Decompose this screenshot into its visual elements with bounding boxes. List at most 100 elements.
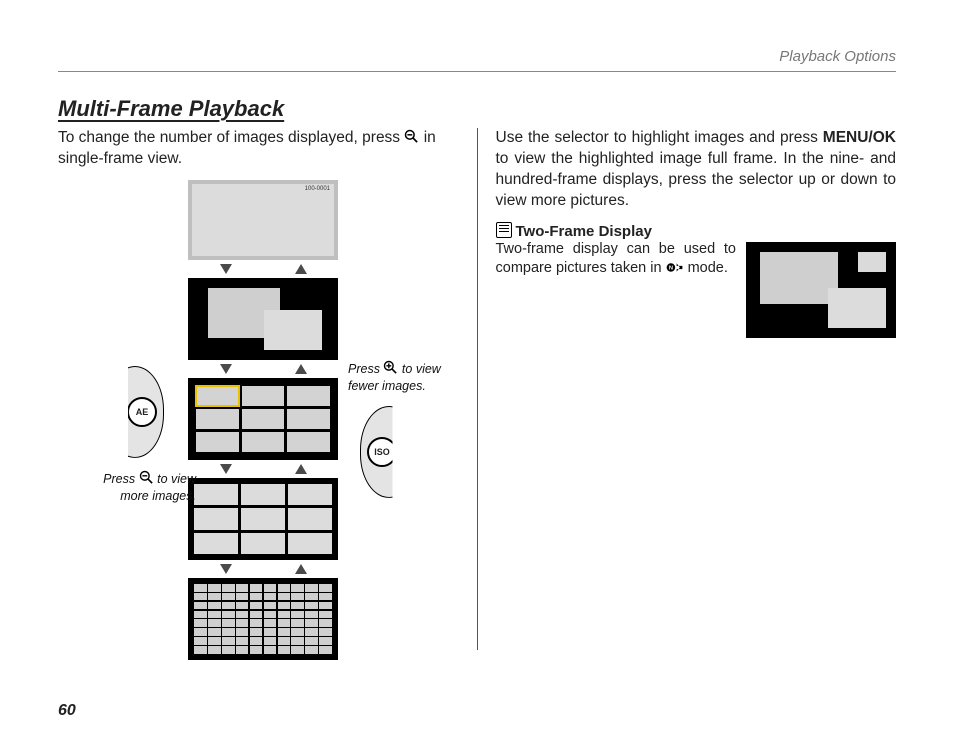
nine-frame-panel-alt [188, 478, 338, 560]
thumb [241, 508, 285, 529]
thumb [208, 637, 221, 645]
selector-text-b: to view the highlighted image full frame… [496, 150, 897, 209]
arrow-up-icon [295, 264, 307, 274]
thumb [194, 602, 207, 610]
thumb [278, 611, 291, 619]
zoom-out-icon [404, 129, 419, 144]
thumb [242, 432, 285, 452]
arrow-down-icon [220, 264, 232, 274]
hundred-frame-panel [188, 578, 338, 660]
thumb [222, 637, 235, 645]
arrow-row-4 [188, 560, 338, 578]
thumb [250, 628, 263, 636]
thumb [287, 432, 330, 452]
thumb [278, 637, 291, 645]
thumb [278, 628, 291, 636]
thumb [264, 628, 277, 636]
thumb [208, 593, 221, 601]
thumb [305, 637, 318, 645]
nine-frame-panel [188, 378, 338, 460]
thumb [250, 646, 263, 654]
thumb [291, 646, 304, 654]
thumb [194, 533, 238, 554]
thumb [222, 602, 235, 610]
thumb [264, 646, 277, 654]
thumb [319, 593, 332, 601]
thumb [264, 310, 322, 350]
arrow-row-2 [188, 360, 338, 378]
thumb [291, 628, 304, 636]
arrow-down-icon [220, 464, 232, 474]
arrow-up-icon [295, 464, 307, 474]
thumb [236, 593, 249, 601]
thumb [236, 619, 249, 627]
thumb [288, 508, 332, 529]
thumb [319, 646, 332, 654]
zoom-in-button-illustration: ISO [360, 406, 418, 498]
thumb [760, 252, 838, 304]
thumb [236, 628, 249, 636]
thumb [236, 602, 249, 610]
thumb [278, 646, 291, 654]
two-frame-note: Two-Frame Display Two-frame display can … [496, 222, 897, 279]
thumb [236, 611, 249, 619]
thumb [194, 593, 207, 601]
thumb [264, 593, 277, 601]
thumb [196, 386, 239, 406]
menu-ok-label: MENU/OK [823, 129, 896, 146]
thumb [278, 584, 291, 592]
thumb [208, 611, 221, 619]
thumb [250, 602, 263, 610]
thumb [264, 619, 277, 627]
thumb [222, 593, 235, 601]
svg-text:N: N [668, 266, 672, 272]
thumb [264, 611, 277, 619]
thumb [241, 484, 285, 505]
thumb [264, 637, 277, 645]
thumb [305, 646, 318, 654]
thumb [208, 628, 221, 636]
thumb [291, 602, 304, 610]
thumb [291, 611, 304, 619]
thumb [242, 409, 285, 429]
note-heading: Two-Frame Display [496, 222, 897, 240]
thumb [194, 611, 207, 619]
thumb [236, 584, 249, 592]
arrow-row-1 [188, 260, 338, 278]
arrow-up-icon [295, 564, 307, 574]
single-frame-panel [188, 180, 338, 260]
arrow-up-icon [295, 364, 307, 374]
caption-more-images: Press to view more images. [86, 470, 196, 505]
thumb [236, 637, 249, 645]
note-body-b: mode. [684, 260, 728, 276]
thumb [208, 646, 221, 654]
zoom-in-icon [383, 360, 398, 375]
thumb [305, 619, 318, 627]
caption-fewer-a: Press [348, 362, 380, 376]
thumb [222, 619, 235, 627]
thumb [305, 584, 318, 592]
note-icon [496, 222, 512, 238]
ae-button-label: AE [127, 397, 157, 427]
iso-button-label: ISO [367, 437, 397, 467]
thumb [305, 593, 318, 601]
thumb [319, 619, 332, 627]
note-title: Two-Frame Display [516, 223, 652, 240]
thumb [250, 637, 263, 645]
zoom-out-button-illustration: AE [106, 366, 164, 458]
thumb [222, 628, 235, 636]
intro-text-a: To change the number of images displayed… [58, 129, 400, 146]
arrow-down-icon [220, 564, 232, 574]
thumb [241, 533, 285, 554]
intro-text: To change the number of images displayed… [58, 128, 459, 170]
thumb [305, 628, 318, 636]
thumb [278, 602, 291, 610]
thumb [196, 409, 239, 429]
thumb [291, 619, 304, 627]
thumb [319, 637, 332, 645]
thumb [287, 386, 330, 406]
thumb [264, 584, 277, 592]
thumb [196, 432, 239, 452]
thumb [278, 619, 291, 627]
page-number: 60 [58, 702, 76, 720]
